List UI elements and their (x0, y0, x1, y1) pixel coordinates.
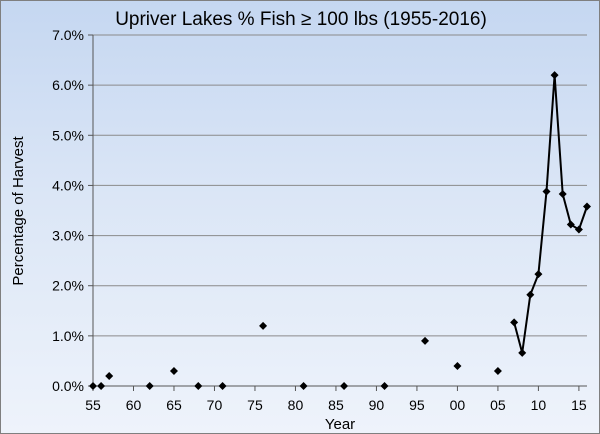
x-axis-label: Year (325, 416, 355, 433)
data-point (218, 382, 227, 390)
x-tick-label: 10 (531, 397, 547, 413)
x-tick-label: 85 (328, 397, 344, 413)
y-tick-label: 0.0% (52, 378, 84, 394)
data-point (89, 382, 97, 390)
data-point (493, 366, 502, 375)
data-points (89, 71, 591, 390)
data-point (526, 290, 535, 299)
data-point (299, 382, 308, 390)
data-point (453, 361, 462, 370)
x-tick-labels: 55 60 65 70 75 80 85 90 95 00 05 10 15 (85, 397, 587, 413)
series-lines (513, 75, 588, 354)
data-point (518, 348, 527, 357)
y-axis-label: Percentage of Harvest (10, 136, 27, 286)
axes (88, 34, 587, 391)
data-point (105, 371, 114, 380)
data-point (510, 318, 519, 327)
x-tick-label: 55 (85, 397, 101, 413)
x-tick-label: 60 (126, 397, 142, 413)
x-tick-label: 15 (571, 397, 587, 413)
x-tick-label: 70 (207, 397, 223, 413)
data-point (558, 189, 567, 198)
y-tick-label: 6.0% (52, 77, 84, 93)
y-tick-label: 5.0% (52, 127, 84, 143)
data-point (583, 202, 591, 211)
data-point (259, 321, 268, 330)
data-point (145, 382, 154, 390)
y-tick-label: 1.0% (52, 328, 84, 344)
gridlines (93, 34, 587, 337)
chart-title: Upriver Lakes % Fish ≥ 100 lbs (1955-201… (115, 9, 487, 30)
data-point (566, 220, 575, 229)
data-point (534, 270, 543, 279)
series-line (513, 75, 588, 354)
data-point (380, 382, 389, 390)
data-point (340, 382, 349, 390)
x-tick-label: 90 (369, 397, 385, 413)
x-tick-label: 65 (166, 397, 182, 413)
data-point (542, 187, 551, 196)
data-point (550, 71, 559, 80)
y-tick-label: 4.0% (52, 177, 84, 193)
x-tick-label: 05 (490, 397, 506, 413)
x-tick-label: 00 (450, 397, 466, 413)
y-tick-label: 2.0% (52, 278, 84, 294)
y-tick-label: 7.0% (52, 27, 84, 43)
data-point (194, 382, 203, 390)
data-point (97, 382, 106, 390)
x-tick-label: 80 (288, 397, 304, 413)
y-tick-label: 3.0% (52, 228, 84, 244)
x-tick-label: 95 (409, 397, 425, 413)
y-tick-labels: 0.0% 1.0% 2.0% 3.0% 4.0% 5.0% 6.0% 7.0% (52, 27, 84, 394)
data-point (169, 366, 178, 375)
data-point (574, 225, 583, 234)
x-tick-label: 75 (247, 397, 263, 413)
data-point (421, 336, 430, 345)
